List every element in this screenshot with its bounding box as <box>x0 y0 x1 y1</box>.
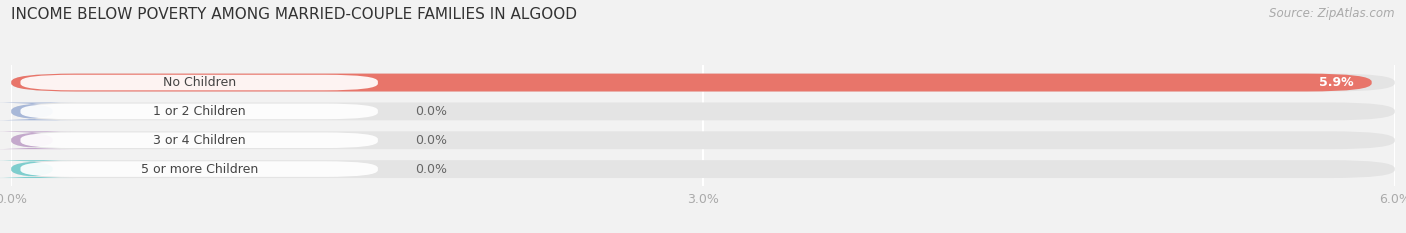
FancyBboxPatch shape <box>11 103 1395 120</box>
Text: 0.0%: 0.0% <box>415 134 447 147</box>
FancyBboxPatch shape <box>11 74 1372 92</box>
FancyBboxPatch shape <box>0 131 76 149</box>
FancyBboxPatch shape <box>21 161 378 177</box>
Text: 5.9%: 5.9% <box>1319 76 1353 89</box>
Text: INCOME BELOW POVERTY AMONG MARRIED-COUPLE FAMILIES IN ALGOOD: INCOME BELOW POVERTY AMONG MARRIED-COUPL… <box>11 7 578 22</box>
Text: No Children: No Children <box>163 76 236 89</box>
FancyBboxPatch shape <box>21 132 378 148</box>
Text: 0.0%: 0.0% <box>415 105 447 118</box>
Text: 3 or 4 Children: 3 or 4 Children <box>153 134 246 147</box>
FancyBboxPatch shape <box>0 160 76 178</box>
FancyBboxPatch shape <box>11 160 1395 178</box>
Text: 0.0%: 0.0% <box>415 163 447 176</box>
FancyBboxPatch shape <box>11 74 1395 92</box>
FancyBboxPatch shape <box>11 131 1395 149</box>
FancyBboxPatch shape <box>21 104 378 119</box>
Text: 5 or more Children: 5 or more Children <box>141 163 257 176</box>
FancyBboxPatch shape <box>0 103 76 120</box>
Text: 1 or 2 Children: 1 or 2 Children <box>153 105 246 118</box>
Text: Source: ZipAtlas.com: Source: ZipAtlas.com <box>1270 7 1395 20</box>
FancyBboxPatch shape <box>21 75 378 90</box>
